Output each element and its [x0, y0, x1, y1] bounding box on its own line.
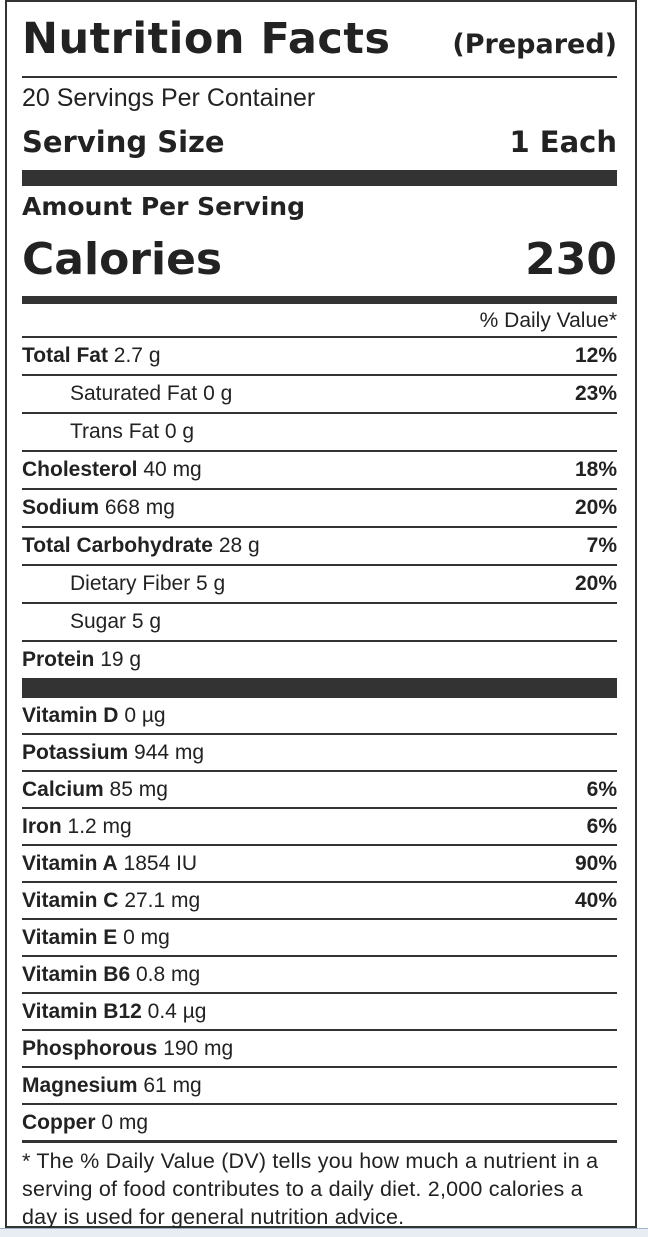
vitamin-amount: 0 µg: [124, 703, 166, 727]
vitamin-name: Potassium: [22, 740, 129, 764]
nutrient-row: Cholesterol 40 mg 18%: [22, 452, 617, 490]
vitamin-row: Vitamin C 27.1 mg 40%: [22, 883, 617, 920]
nutrient-dv: 7%: [586, 534, 617, 557]
vitamin-name: Vitamin D: [22, 703, 119, 727]
nutrient-amount: 2.7 g: [113, 344, 161, 367]
calories-label: Calories: [22, 234, 223, 285]
vitamin-amount: 0.8 mg: [136, 962, 201, 986]
label-title: Nutrition Facts: [22, 14, 391, 64]
nutrient-amount: 5 g: [131, 610, 162, 633]
calories-row: Calories 230: [22, 226, 617, 296]
thick-divider: [22, 170, 617, 186]
nutrient-name: Cholesterol: [22, 458, 138, 481]
nutrient-name: Saturated Fat: [70, 382, 198, 405]
vitamin-name: Vitamin C: [22, 888, 119, 912]
vitamin-dv: 40%: [574, 888, 617, 912]
nutrient-amount: 19 g: [100, 648, 142, 671]
nutrient-row: Sugar 5 g: [22, 604, 617, 642]
nutrient-row: Total Carbohydrate 28 g 7%: [22, 528, 617, 566]
nutrient-row: Dietary Fiber 5 g 20%: [22, 566, 617, 604]
vitamin-amount: 944 mg: [134, 740, 205, 764]
nutrient-name: Dietary Fiber: [70, 572, 191, 595]
vitamin-dv: 6%: [586, 814, 617, 838]
amount-per-serving: Amount Per Serving: [22, 192, 305, 221]
vitamin-name: Phosphorous: [22, 1036, 158, 1060]
vitamin-amount: 190 mg: [163, 1036, 234, 1060]
nutrient-name: Total Carbohydrate: [22, 534, 213, 557]
nutrient-row: Total Fat 2.7 g 12%: [22, 338, 617, 376]
vitamin-name: Vitamin E: [22, 925, 118, 949]
nutrient-dv: 12%: [574, 344, 617, 367]
vitamin-amount: 27.1 mg: [124, 888, 201, 912]
nutrient-row: Sodium 668 mg 20%: [22, 490, 617, 528]
nutrient-amount: 40 mg: [143, 458, 202, 481]
calories-value: 230: [525, 234, 617, 285]
nutrient-name: Sugar: [70, 610, 127, 633]
serving-size-row: Serving Size 1 Each: [22, 116, 617, 170]
vitamin-amount: 0 mg: [101, 1110, 149, 1134]
nutrient-dv: 18%: [574, 458, 617, 481]
vitamin-row: Vitamin D 0 µg: [22, 698, 617, 735]
vitamin-name: Copper: [22, 1110, 96, 1134]
vitamin-row: Copper 0 mg: [22, 1105, 617, 1143]
nutrient-dv: 23%: [574, 382, 617, 405]
nutrient-amount: 668 mg: [104, 496, 175, 519]
vitamin-row: Vitamin B12 0.4 µg: [22, 994, 617, 1031]
nutrient-amount: 0 g: [164, 420, 195, 443]
vitamin-divider: [22, 678, 617, 698]
nutrient-row: Protein 19 g: [22, 642, 617, 678]
vitamin-row: Vitamin A 1854 IU 90%: [22, 846, 617, 883]
vitamin-name: Vitamin A: [22, 851, 118, 875]
vitamin-row: Calcium 85 mg 6%: [22, 772, 617, 809]
nutrient-name: Total Fat: [22, 344, 108, 367]
nutrient-row: Saturated Fat 0 g 23%: [22, 376, 617, 414]
vitamin-name: Magnesium: [22, 1073, 138, 1097]
vitamin-amount: 1854 IU: [123, 851, 198, 875]
vitamin-name: Iron: [22, 814, 62, 838]
vitamin-amount: 0 mg: [123, 925, 170, 949]
vitamin-row: Magnesium 61 mg: [22, 1068, 617, 1105]
daily-value-header: % Daily Value*: [22, 304, 617, 338]
medium-divider: [22, 296, 617, 304]
vitamin-row: Iron 1.2 mg 6%: [22, 809, 617, 846]
servings-per-container: 20 Servings Per Container: [22, 84, 316, 112]
nutrition-label: Nutrition Facts (Prepared) 20 Servings P…: [5, 0, 637, 1229]
vitamin-list: Vitamin D 0 µg Potassium 944 mg Calcium …: [22, 698, 617, 1143]
nutrient-dv: 20%: [574, 496, 617, 519]
nutrient-name: Protein: [22, 648, 95, 671]
vitamin-name: Calcium: [22, 777, 104, 801]
vitamin-row: Phosphorous 190 mg: [22, 1031, 617, 1068]
title-row: Nutrition Facts (Prepared): [22, 2, 617, 78]
nutrient-row: Trans Fat 0 g: [22, 414, 617, 452]
nutrient-amount: 28 g: [218, 534, 260, 557]
window-bottom-edge: [0, 1228, 648, 1237]
vitamin-amount: 0.4 µg: [147, 999, 207, 1023]
vitamin-row: Potassium 944 mg: [22, 735, 617, 772]
nutrient-amount: 5 g: [196, 572, 226, 595]
vitamin-amount: 1.2 mg: [67, 814, 132, 838]
vitamin-amount: 61 mg: [143, 1073, 202, 1097]
nutrient-name: Trans Fat: [70, 420, 160, 443]
label-subtitle: (Prepared): [452, 29, 617, 60]
vitamin-row: Vitamin E 0 mg: [22, 920, 617, 957]
nutrient-amount: 0 g: [203, 382, 233, 405]
vitamin-dv: 6%: [586, 777, 617, 801]
vitamin-row: Vitamin B6 0.8 mg: [22, 957, 617, 994]
daily-value-footnote: * The % Daily Value (DV) tells you how m…: [22, 1149, 599, 1229]
nutrient-dv: 20%: [574, 572, 617, 595]
vitamin-name: Vitamin B12: [22, 999, 142, 1023]
vitamin-dv: 90%: [574, 851, 617, 875]
vitamin-amount: 85 mg: [109, 777, 168, 801]
serving-size-value: 1 Each: [509, 125, 618, 159]
serving-size-label: Serving Size: [22, 125, 225, 159]
nutrient-name: Sodium: [22, 496, 99, 519]
vitamin-name: Vitamin B6: [22, 962, 131, 986]
nutrient-list: Total Fat 2.7 g 12% Saturated Fat 0 g 23% …: [22, 338, 617, 678]
